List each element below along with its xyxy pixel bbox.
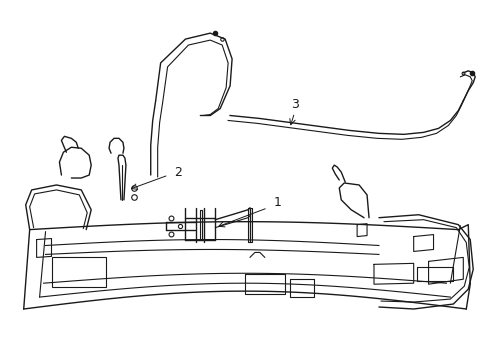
Text: 3: 3 [290,98,298,111]
Text: 2: 2 [174,166,182,179]
Bar [51,257,106,287]
Text: 1: 1 [273,196,281,209]
